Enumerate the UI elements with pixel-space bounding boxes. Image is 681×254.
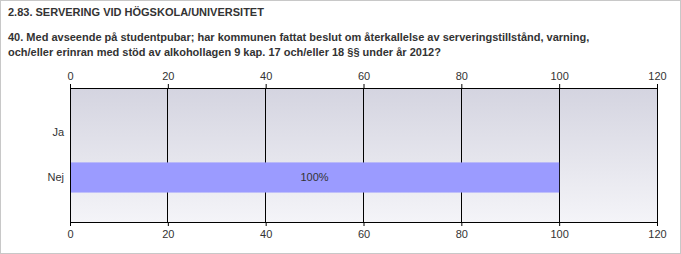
bar: [70, 162, 559, 192]
tick-label: 0: [67, 228, 73, 240]
tick: 100: [550, 222, 568, 240]
tick-label: 20: [162, 228, 174, 240]
tick-label: Ja: [52, 126, 65, 138]
tick: Nej: [47, 171, 70, 183]
tick-label: 80: [456, 228, 468, 240]
tick: 40: [260, 222, 272, 240]
tick-mark: [364, 222, 365, 226]
grid-line: [70, 88, 71, 222]
tick: 80: [456, 222, 468, 240]
grid-line: [167, 88, 168, 222]
x-axis-bottom: 0 20 40 60 80 100 120: [67, 222, 666, 240]
plot-frame: [657, 88, 658, 222]
grid-line: [559, 88, 560, 222]
tick-label: 120: [648, 228, 666, 240]
x-axis-top: 0 20 40 60 80 100 120: [67, 70, 666, 89]
tick: 100: [550, 70, 568, 88]
subtitle: 40. Med avseende på studentpubar; har ko…: [8, 30, 608, 60]
tick: 60: [358, 70, 370, 88]
tick-mark: [461, 84, 462, 88]
tick: 0: [67, 70, 73, 88]
tick-label: 100: [550, 70, 568, 82]
tick-mark: [559, 222, 560, 226]
plot-background: [70, 88, 657, 222]
grid-line: [461, 88, 462, 222]
tick-label: 80: [456, 70, 468, 82]
tick-label: 0: [67, 70, 73, 82]
tick: 40: [260, 70, 272, 88]
tick-label: 20: [162, 70, 174, 82]
tick-mark: [657, 84, 658, 88]
grid-line: [265, 88, 266, 222]
data-labels: 100%: [301, 171, 329, 183]
tick-label: 60: [358, 70, 370, 82]
tick-mark: [657, 222, 658, 226]
chart: 0 20 40 60 80 100 120 0 20 40 60 80 100 120 Ja Nej 100%: [0, 0, 681, 254]
tick-mark: [266, 84, 267, 88]
tick-mark: [559, 84, 560, 88]
data-label: 100%: [301, 171, 329, 183]
tick-mark: [168, 84, 169, 88]
tick-mark: [364, 84, 365, 88]
tick-mark: [70, 84, 71, 88]
tick-label: 40: [260, 70, 272, 82]
bars: [70, 162, 559, 192]
tick: Ja: [52, 126, 70, 138]
tick-label: 40: [260, 228, 272, 240]
tick-mark: [168, 222, 169, 226]
tick: 120: [648, 70, 666, 88]
axis-line: [70, 89, 71, 223]
tick: 0: [67, 222, 73, 240]
tick-label: 60: [358, 228, 370, 240]
grid-line: [657, 88, 658, 222]
title: 2.83. SERVERING VID HÖGSKOLA/UNIVERSITET: [8, 6, 264, 18]
y-axis: Ja Nej: [47, 89, 70, 223]
axis-line: [71, 88, 658, 89]
tick: 60: [358, 222, 370, 240]
grid-line: [363, 88, 364, 222]
tick-mark: [70, 222, 71, 226]
grid: [70, 88, 657, 222]
tick-label: 120: [648, 70, 666, 82]
tick-mark: [461, 222, 462, 226]
tick: 80: [456, 70, 468, 88]
tick-label: 100: [550, 228, 568, 240]
tick: 20: [162, 70, 174, 88]
tick-label: Nej: [47, 171, 64, 183]
tick-mark: [266, 222, 267, 226]
tick: 20: [162, 222, 174, 240]
tick: 120: [648, 222, 666, 240]
